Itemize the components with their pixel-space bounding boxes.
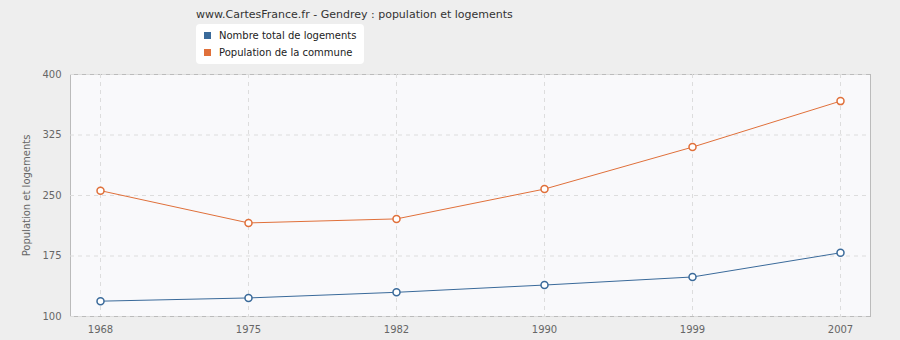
html-text:www.CartesFrance.fr - Gendrey: www.CartesFrance.fr - Gendrey : populati… [196, 8, 513, 21]
svg-text:175: 175 [42, 250, 61, 261]
svg-text:1975: 1975 [236, 324, 261, 335]
html-text:Population de la commune: Population de la commune [219, 47, 353, 58]
svg-text:325: 325 [42, 129, 61, 140]
svg-text:2007: 2007 [828, 324, 853, 335]
html-text:Nombre total de logements: Nombre total de logements [219, 30, 357, 41]
svg-text:400: 400 [42, 69, 61, 80]
svg-text:1968: 1968 [88, 324, 113, 335]
svg-text:1990: 1990 [532, 324, 557, 335]
svg-text:100: 100 [42, 311, 61, 322]
svg-text:1999: 1999 [680, 324, 705, 335]
svg-text:1982: 1982 [384, 324, 409, 335]
svg-text:250: 250 [42, 190, 61, 201]
svg-text:Population et logements: Population et logements [21, 135, 32, 257]
